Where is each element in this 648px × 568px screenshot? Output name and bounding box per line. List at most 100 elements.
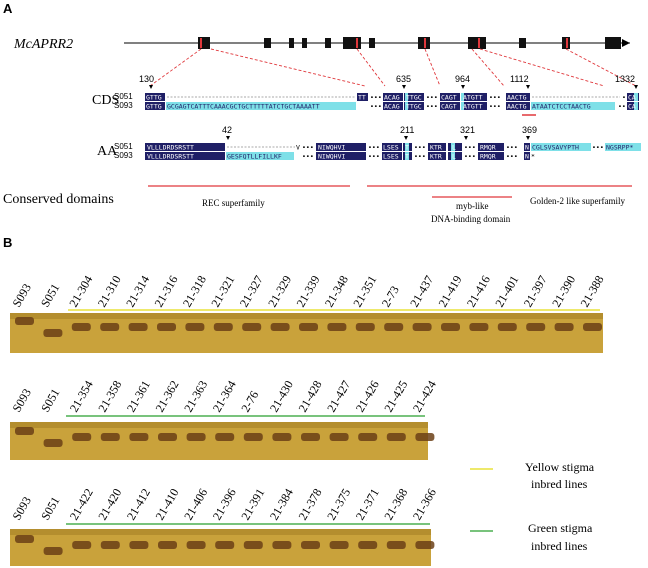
connector bbox=[210, 48, 366, 87]
position-arrow-icon bbox=[526, 85, 530, 89]
seq-block: CA bbox=[628, 94, 636, 102]
lane-label: 21-363 bbox=[181, 378, 210, 414]
svg-text:•••: ••• bbox=[414, 153, 426, 161]
seq-block: V bbox=[296, 144, 300, 152]
lane-label: 21-358 bbox=[95, 378, 124, 414]
seq-block: ATGTT bbox=[463, 94, 483, 102]
domain-label: DNA-binding domain bbox=[431, 214, 511, 224]
gel-band bbox=[43, 329, 63, 337]
gel-band bbox=[129, 541, 149, 549]
seq-block: GESFQTLLFILLKF bbox=[227, 153, 282, 161]
exon bbox=[289, 38, 294, 48]
lane-label: 21-430 bbox=[267, 378, 296, 414]
lane-label: 21-412 bbox=[124, 486, 153, 522]
lane-label: 21-401 bbox=[492, 273, 521, 309]
lane-label: 21-428 bbox=[295, 378, 324, 414]
exon bbox=[264, 38, 271, 48]
aa-row-s093: VLLLDRDSRSTT GESFQTLLFILLKF ••• NIWQHVI … bbox=[145, 152, 535, 161]
exon bbox=[369, 38, 375, 48]
lane-label: 21-366 bbox=[410, 486, 439, 522]
aa-pos: 211 bbox=[400, 125, 414, 135]
svg-text:•••: ••• bbox=[592, 144, 604, 152]
lane-label: 21-351 bbox=[350, 273, 379, 309]
position-arrow-icon bbox=[402, 85, 406, 89]
lane-label: 21-388 bbox=[577, 273, 606, 309]
domains-label: Conserved domains bbox=[3, 192, 114, 207]
position-arrow-icon bbox=[226, 136, 230, 140]
aa-pos-arrows bbox=[226, 136, 530, 140]
lane-label: 21-310 bbox=[95, 273, 124, 309]
svg-text:•••: ••• bbox=[414, 144, 426, 152]
lane-label: 21-437 bbox=[407, 273, 436, 309]
gel-band bbox=[129, 433, 149, 441]
seq-block: CGLSVSAVYPTH bbox=[532, 144, 579, 152]
gel-band bbox=[358, 541, 378, 549]
svg-text:•••: ••• bbox=[489, 103, 501, 111]
svg-text:•••: ••• bbox=[506, 144, 518, 152]
lane-label: 21-327 bbox=[237, 273, 266, 309]
gel-band bbox=[242, 323, 262, 331]
gel-band bbox=[43, 439, 63, 447]
gel-band bbox=[128, 323, 148, 331]
gel-band bbox=[358, 433, 378, 441]
seq-block: T bbox=[405, 144, 409, 152]
lane-label: 21-371 bbox=[353, 486, 382, 522]
lane-label: 21-339 bbox=[293, 273, 322, 309]
cds-pos: 1112 bbox=[510, 74, 529, 84]
gel-band bbox=[213, 323, 233, 331]
seq-block: KTR bbox=[430, 144, 442, 152]
lane-label: 21-364 bbox=[210, 378, 239, 414]
connector-lines bbox=[149, 48, 637, 87]
lane-label: 21-422 bbox=[67, 486, 96, 522]
seq-block: VLLLDRDSRSTT bbox=[147, 153, 194, 161]
seq-block: T bbox=[405, 153, 409, 161]
exon bbox=[302, 38, 307, 48]
gel-band bbox=[412, 323, 432, 331]
seq-block: AACTG bbox=[507, 94, 527, 102]
seq-block: RMQR bbox=[480, 153, 496, 161]
lane-label: S093 bbox=[9, 281, 33, 309]
domain-label: REC superfamily bbox=[202, 198, 265, 208]
connector bbox=[424, 48, 441, 87]
gel-band bbox=[100, 323, 120, 331]
svg-text:•••: ••• bbox=[464, 144, 476, 152]
lane-label: 21-416 bbox=[464, 273, 493, 309]
seq-block: N bbox=[525, 153, 529, 161]
seq-block: LSES bbox=[383, 153, 399, 161]
seq-block: KTR bbox=[430, 153, 442, 161]
seq-block: NIWQHVI bbox=[318, 144, 345, 152]
lane-label: 21-390 bbox=[549, 273, 578, 309]
cds-pos: 130 bbox=[139, 74, 154, 84]
gel-panel-2: S093 S051 21-354 21-358 21-361 21-362 21-363 21… bbox=[9, 378, 439, 460]
gene-name: McAPRR2 bbox=[13, 37, 73, 52]
seq-block: GTTG bbox=[146, 94, 162, 102]
aa-row-s051: VLLLDRDSRSTT V ••• NIWQHVI ••• LSES T ••… bbox=[145, 143, 641, 152]
lane-label: 21-397 bbox=[521, 273, 550, 309]
aa-sample-s093: S093 bbox=[114, 151, 133, 160]
svg-text:•••: ••• bbox=[489, 94, 501, 102]
lane-label: 21-368 bbox=[381, 486, 410, 522]
gel-band bbox=[386, 433, 406, 441]
exon bbox=[468, 37, 486, 49]
lane-label: 2-73 bbox=[379, 283, 402, 309]
exon bbox=[198, 37, 210, 49]
seq-block: L bbox=[452, 144, 456, 152]
gel-band bbox=[72, 433, 92, 441]
aa-pos: 369 bbox=[522, 125, 537, 135]
exon bbox=[519, 38, 526, 48]
legend: Yellow stigma inbred lines Green stigma … bbox=[470, 460, 595, 553]
legend-yellow-line2: inbred lines bbox=[531, 477, 588, 491]
gel-band bbox=[469, 323, 489, 331]
lane-label: 21-316 bbox=[151, 273, 180, 309]
svg-text:•••: ••• bbox=[370, 94, 382, 102]
gel-well-strip bbox=[10, 313, 603, 319]
position-arrow-icon bbox=[526, 136, 530, 140]
svg-text:•••: ••• bbox=[302, 153, 314, 161]
gel-band bbox=[301, 541, 320, 549]
lane-label: 21-361 bbox=[124, 378, 153, 414]
gene-structure bbox=[124, 37, 630, 49]
gel-band bbox=[186, 541, 206, 549]
position-arrow-icon bbox=[464, 136, 468, 140]
connector bbox=[149, 48, 202, 87]
lane-label: 21-318 bbox=[180, 273, 209, 309]
